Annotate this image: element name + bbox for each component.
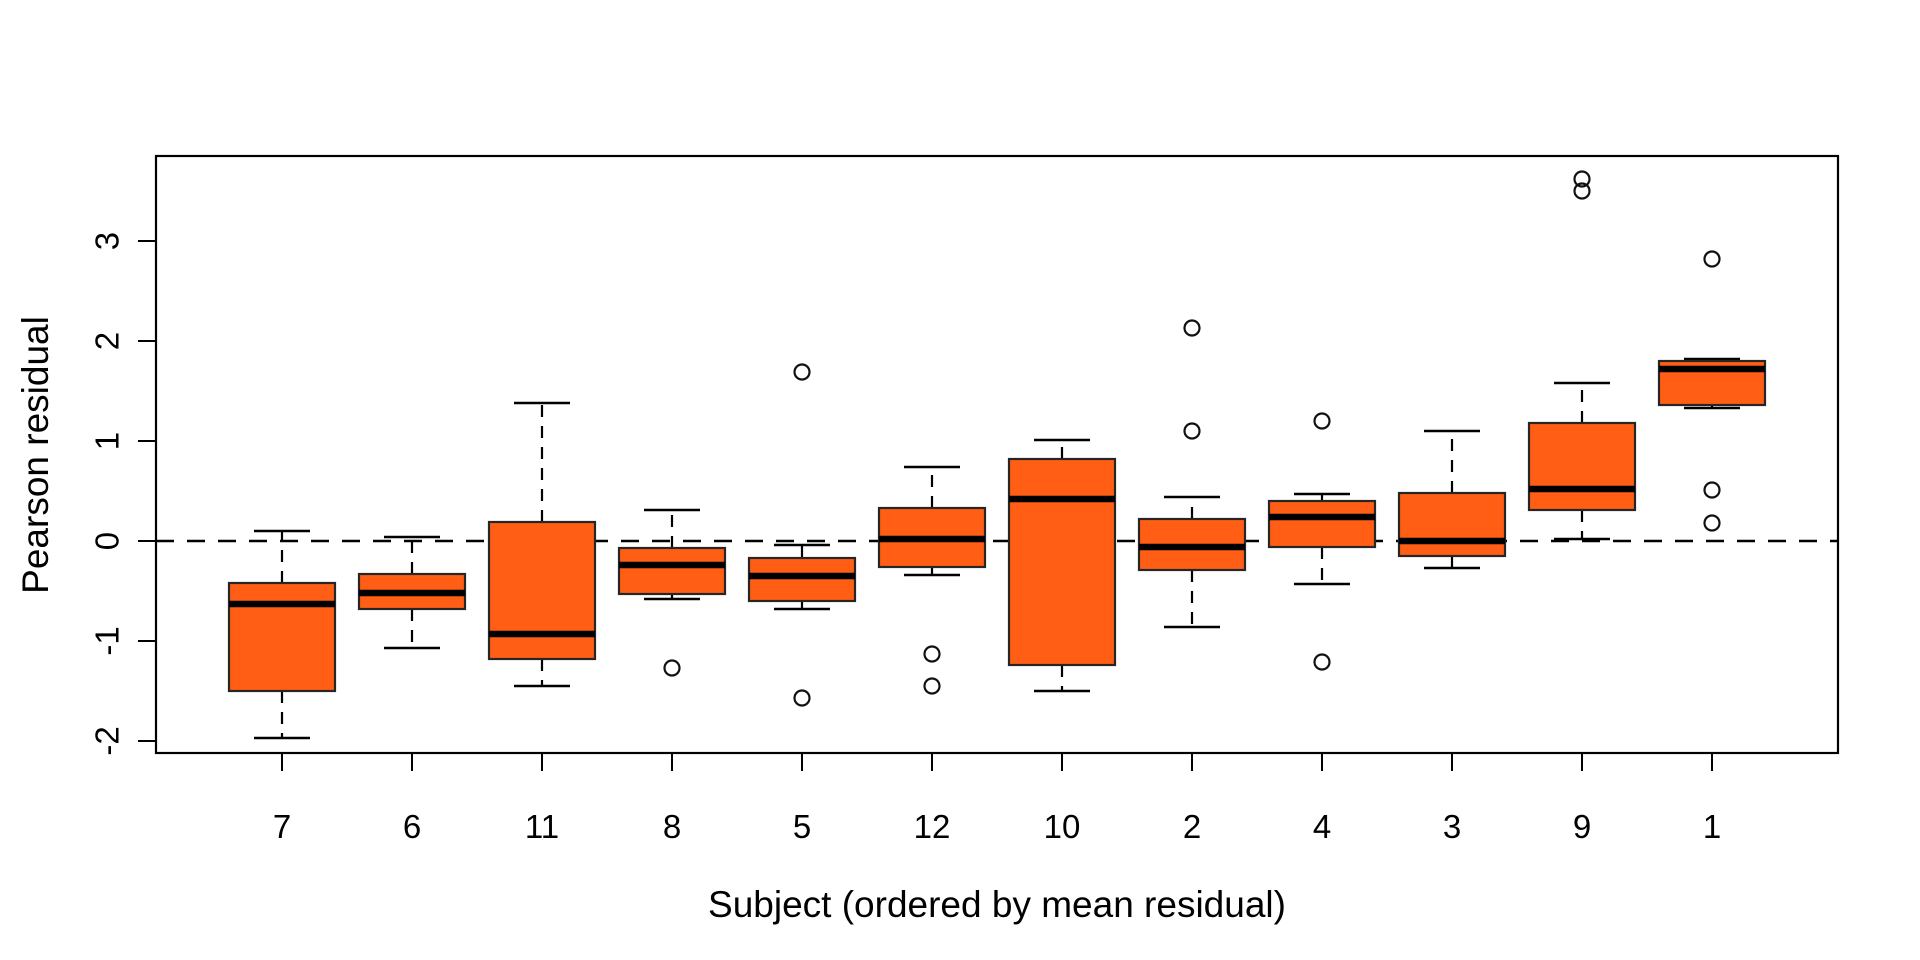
x-tick-label: 8	[663, 808, 681, 845]
y-tick-label: 3	[89, 232, 126, 250]
x-tick-label: 3	[1443, 808, 1461, 845]
y-tick-label: -2	[89, 726, 126, 755]
iqr-box	[1397, 491, 1507, 558]
y-tick-label: -1	[89, 626, 126, 655]
x-tick-label: 12	[914, 808, 951, 845]
outlier-point	[1183, 319, 1201, 337]
iqr-box	[617, 546, 727, 596]
x-tick-label: 7	[273, 808, 291, 845]
outlier-point	[1313, 653, 1331, 671]
outlier-point	[1573, 182, 1591, 200]
iqr-box	[487, 520, 597, 661]
y-axis-title: Pearson residual	[15, 316, 56, 594]
x-tick-label: 1	[1703, 808, 1721, 845]
outlier-point	[1703, 250, 1721, 268]
outlier-point	[923, 645, 941, 663]
outlier-point	[793, 363, 811, 381]
y-tick-label: 1	[89, 432, 126, 450]
iqr-box	[227, 581, 337, 693]
outlier-point	[663, 659, 681, 677]
outlier-point	[793, 689, 811, 707]
iqr-box	[1527, 421, 1637, 512]
outlier-point	[923, 677, 941, 695]
y-tick-label: 2	[89, 332, 126, 350]
iqr-box	[1007, 457, 1117, 667]
outlier-point	[1183, 422, 1201, 440]
outlier-point	[1573, 170, 1591, 188]
iqr-box	[1267, 499, 1377, 549]
x-tick-label: 6	[403, 808, 421, 845]
plot-border	[154, 154, 1840, 755]
x-axis-title: Subject (ordered by mean residual)	[708, 884, 1286, 925]
x-tick-label: 10	[1044, 808, 1081, 845]
x-tick-label: 2	[1183, 808, 1201, 845]
iqr-box	[747, 556, 857, 603]
x-tick-label: 5	[793, 808, 811, 845]
x-tick-label: 4	[1313, 808, 1331, 845]
y-tick-label: 0	[89, 532, 126, 550]
outlier-point	[1313, 412, 1331, 430]
outlier-point	[1703, 514, 1721, 532]
outlier-point	[1703, 481, 1721, 499]
x-tick-label: 11	[525, 808, 559, 845]
x-tick-label: 9	[1573, 808, 1591, 845]
